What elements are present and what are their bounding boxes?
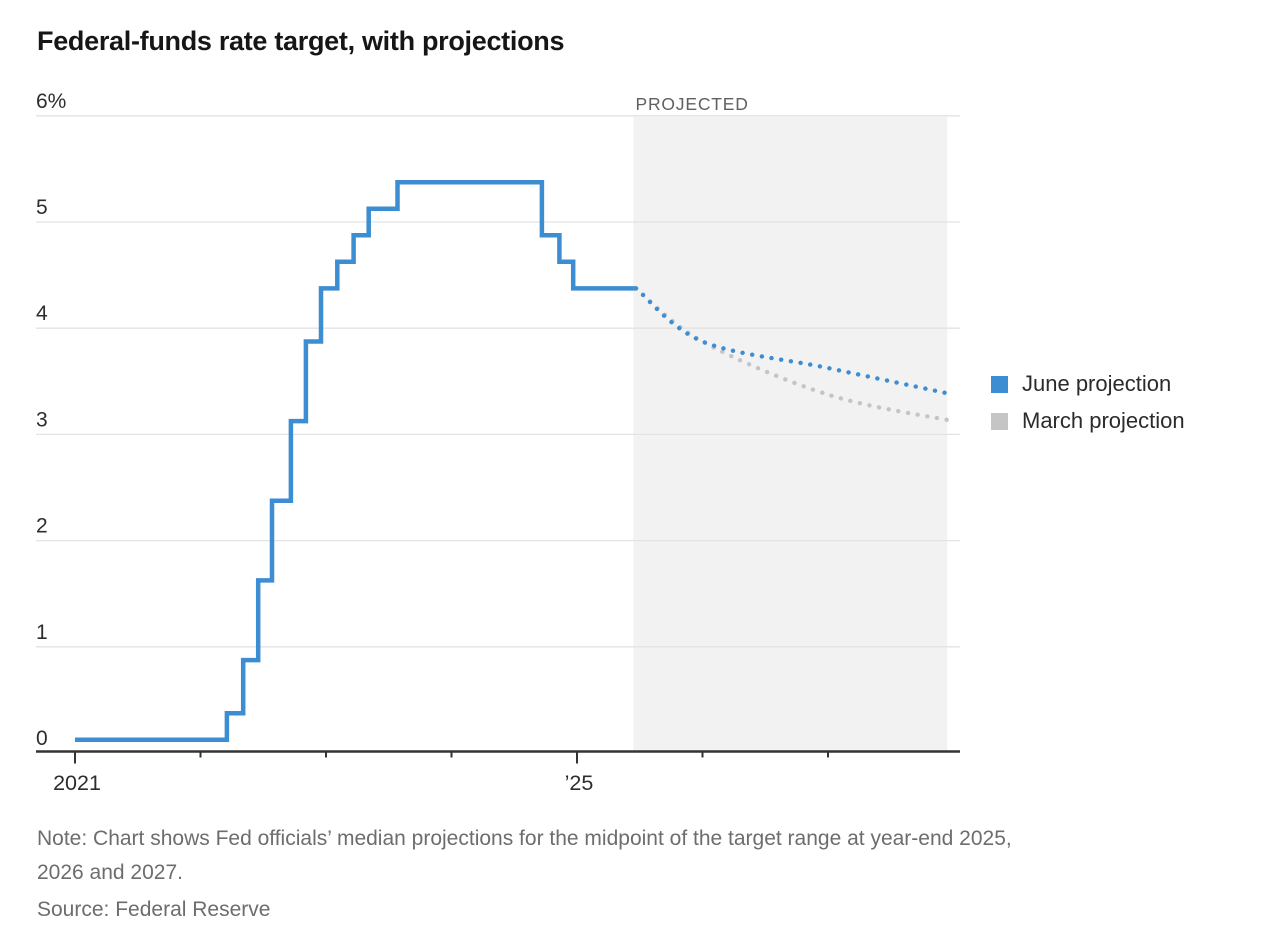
y-tick-label-2: 2 xyxy=(36,515,48,538)
y-tick-label-5: 5 xyxy=(36,196,48,219)
y-tick-label-1: 1 xyxy=(36,621,48,644)
chart-legend: June projection March projection xyxy=(991,371,1185,434)
june-projection-swatch-icon xyxy=(991,375,1008,393)
y-tick-label-3: 3 xyxy=(36,408,48,431)
y-tick-label-6: 6% xyxy=(36,90,66,113)
x-tick-label-2025: ’25 xyxy=(565,771,594,795)
note-line-2: 2026 and 2027. xyxy=(37,861,183,884)
y-tick-label-4: 4 xyxy=(36,302,48,325)
legend-label-june: June projection xyxy=(1022,371,1172,396)
actual-rate-step-line xyxy=(75,179,636,742)
note-line-1: Note: Chart shows Fed officials’ median … xyxy=(37,827,1012,850)
projected-region-shade xyxy=(633,116,948,751)
legend-item-march: March projection xyxy=(991,408,1185,434)
legend-item-june: June projection xyxy=(991,371,1185,397)
march-projection-swatch-icon xyxy=(991,412,1008,430)
projected-label: PROJECTED xyxy=(635,94,748,114)
fed-funds-rate-chart: PROJECTED 0 1 2 3 4 5 6% 2021 ’25 xyxy=(36,90,960,795)
june-projection-line xyxy=(633,286,956,397)
legend-label-march: March projection xyxy=(1022,408,1185,433)
chart-title: Federal-funds rate target, with projecti… xyxy=(37,26,565,56)
x-tick-label-2021: 2021 xyxy=(53,771,101,795)
y-tick-label-0: 0 xyxy=(36,727,48,750)
chart-note: Note: Chart shows Fed officials’ median … xyxy=(37,822,1012,890)
chart-source: Source: Federal Reserve xyxy=(37,898,271,921)
